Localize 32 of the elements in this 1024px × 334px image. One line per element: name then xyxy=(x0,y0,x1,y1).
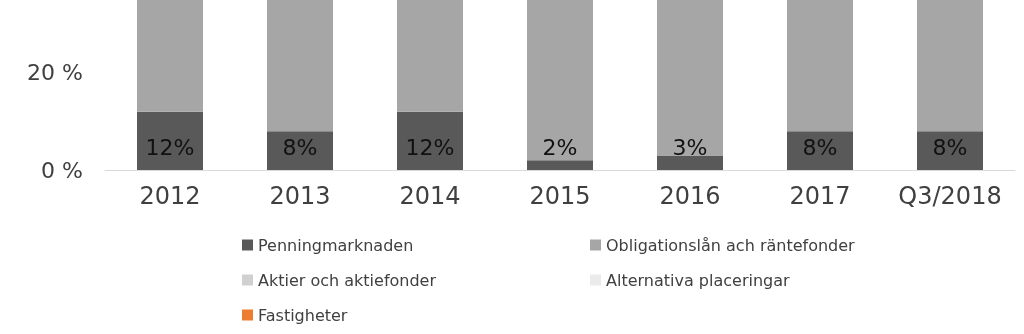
y-tick-label: 20 % xyxy=(27,60,83,86)
data-label: 8% xyxy=(932,134,968,160)
data-label: 8% xyxy=(282,134,318,160)
x-tick-label: 2012 xyxy=(139,182,201,210)
x-tick-label: 2017 xyxy=(789,182,851,210)
bar xyxy=(137,111,203,170)
data-label: 12% xyxy=(145,134,195,160)
data-label: 2% xyxy=(542,134,578,160)
bar xyxy=(137,0,203,112)
x-tick-label: 2016 xyxy=(659,182,721,210)
x-tick-label: 2014 xyxy=(399,182,461,210)
bar xyxy=(657,0,723,156)
legend-label: Alternativa placeringar xyxy=(606,270,790,290)
legend-label: Obligationslån ach räntefonder xyxy=(606,235,856,255)
x-tick-label: 2015 xyxy=(529,182,591,210)
legend-label: Penningmarknaden xyxy=(258,235,414,255)
data-label: 8% xyxy=(802,134,838,160)
data-label: 3% xyxy=(672,134,708,160)
bar xyxy=(267,0,333,132)
bar xyxy=(397,111,463,170)
bar xyxy=(527,160,593,170)
x-tick-label: 2013 xyxy=(269,182,331,210)
y-tick-label: 0 % xyxy=(41,157,83,183)
bar xyxy=(917,0,983,132)
x-tick-label: Q3/2018 xyxy=(898,182,1002,210)
bar xyxy=(787,0,853,132)
legend-label: Aktier och aktiefonder xyxy=(258,270,437,290)
bar xyxy=(657,155,723,170)
bar xyxy=(527,0,593,161)
data-label: 12% xyxy=(405,134,455,160)
legend-label: Fastigheter xyxy=(258,305,348,325)
bar xyxy=(397,0,463,112)
